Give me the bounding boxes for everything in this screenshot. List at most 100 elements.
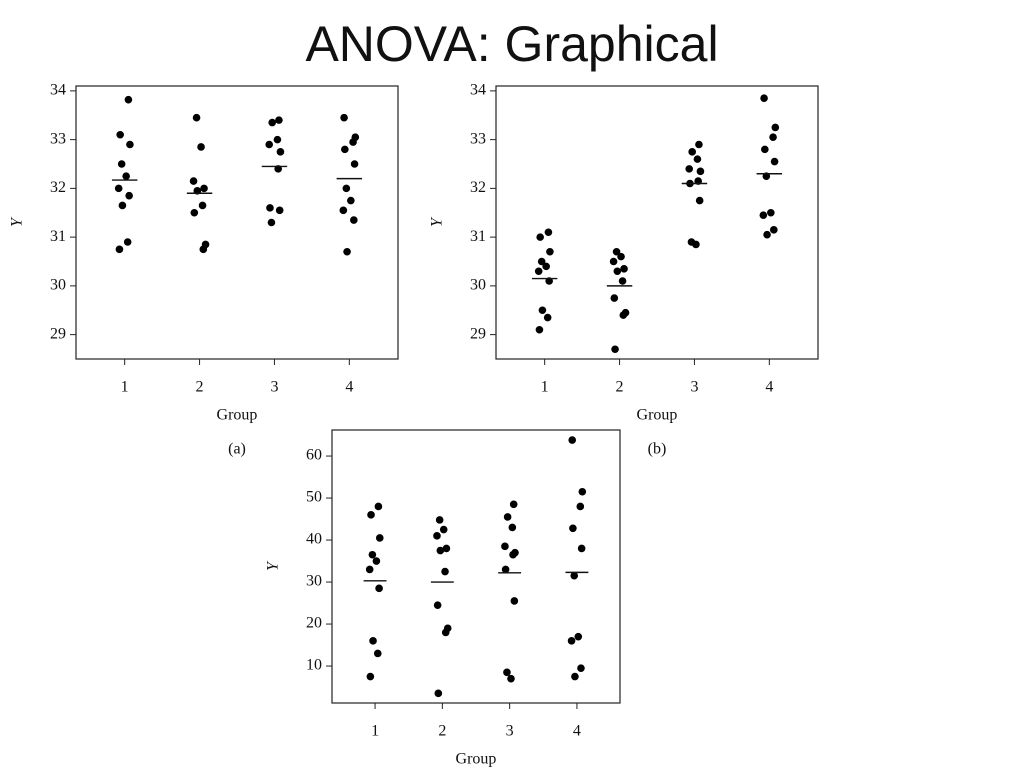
data-point bbox=[538, 306, 547, 315]
data-point bbox=[536, 233, 544, 241]
data-point bbox=[509, 550, 517, 559]
data-point bbox=[620, 265, 628, 273]
data-point bbox=[534, 267, 543, 276]
data-point bbox=[688, 148, 696, 156]
data-point bbox=[760, 94, 768, 102]
data-point bbox=[617, 252, 625, 261]
data-point bbox=[501, 565, 510, 574]
data-point bbox=[577, 544, 586, 553]
data-point bbox=[509, 500, 518, 509]
y-tick-label: 40 bbox=[306, 531, 322, 548]
y-tick-label: 20 bbox=[306, 615, 322, 632]
y-tick-label: 34 bbox=[470, 82, 486, 99]
y-axis-label: Y bbox=[265, 560, 282, 571]
data-point bbox=[192, 113, 201, 122]
data-point bbox=[568, 436, 577, 444]
data-point bbox=[610, 294, 619, 302]
y-axis-label: Y bbox=[429, 216, 446, 227]
plot-frame bbox=[75, 85, 399, 360]
data-point bbox=[578, 487, 587, 496]
data-point bbox=[342, 184, 351, 193]
y-tick-label: 34 bbox=[50, 82, 66, 99]
data-point bbox=[433, 532, 441, 540]
x-tick-label: 2 bbox=[196, 379, 204, 396]
data-point bbox=[368, 550, 377, 559]
x-tick-label: 2 bbox=[616, 379, 624, 396]
data-point bbox=[276, 148, 285, 156]
data-point bbox=[349, 138, 357, 146]
data-point bbox=[275, 116, 283, 124]
data-point bbox=[535, 325, 544, 334]
chart: 10 20 30 40 50 60 1 2 3 4 Group Y bbox=[265, 429, 621, 768]
x-tick-label: 2 bbox=[438, 723, 446, 740]
y-tick-label: 60 bbox=[306, 447, 322, 464]
data-point bbox=[692, 240, 700, 249]
data-point bbox=[199, 245, 208, 254]
data-point bbox=[618, 277, 627, 285]
y-tick-label: 33 bbox=[470, 130, 486, 147]
data-point bbox=[695, 140, 703, 149]
x-tick-label: 1 bbox=[121, 379, 129, 396]
data-point bbox=[771, 123, 780, 132]
x-tick-label: 3 bbox=[270, 379, 278, 396]
data-point bbox=[118, 201, 127, 210]
data-point bbox=[696, 167, 705, 176]
y-tick-label: 31 bbox=[470, 228, 486, 245]
data-point bbox=[501, 542, 509, 551]
data-point bbox=[435, 516, 444, 524]
data-point bbox=[268, 118, 276, 127]
y-tick-label: 30 bbox=[470, 277, 486, 294]
data-point bbox=[442, 544, 451, 553]
data-point bbox=[611, 345, 619, 354]
data-point bbox=[685, 165, 693, 173]
plot-frame bbox=[495, 85, 819, 360]
y-tick-label: 30 bbox=[50, 277, 66, 294]
data-point bbox=[503, 513, 512, 521]
data-point bbox=[763, 230, 771, 239]
data-point bbox=[343, 247, 351, 256]
data-point bbox=[267, 218, 276, 227]
data-point bbox=[123, 238, 132, 246]
plot-frame bbox=[331, 429, 621, 704]
data-point bbox=[574, 632, 583, 641]
data-point bbox=[198, 201, 207, 210]
data-point bbox=[507, 674, 515, 683]
data-point bbox=[116, 130, 124, 139]
data-point bbox=[115, 245, 124, 254]
data-point bbox=[770, 226, 778, 234]
data-point bbox=[374, 502, 383, 511]
y-tick-label: 30 bbox=[306, 573, 322, 590]
y-tick-label: 29 bbox=[470, 325, 486, 342]
data-point bbox=[350, 160, 359, 168]
data-point bbox=[510, 597, 519, 605]
data-point bbox=[759, 211, 768, 219]
data-point bbox=[433, 601, 442, 609]
data-point bbox=[503, 668, 511, 677]
data-point bbox=[767, 208, 775, 217]
data-point bbox=[375, 584, 383, 593]
caption: (b) bbox=[648, 441, 667, 458]
data-point bbox=[117, 160, 126, 168]
data-point bbox=[569, 524, 577, 533]
data-point bbox=[761, 145, 769, 154]
data-point bbox=[275, 206, 284, 215]
x-tick-label: 4 bbox=[345, 379, 353, 396]
data-point bbox=[769, 133, 777, 141]
caption: (a) bbox=[228, 441, 246, 458]
data-point bbox=[126, 140, 134, 149]
data-point bbox=[577, 664, 585, 672]
data-point bbox=[567, 637, 576, 645]
y-tick-label: 32 bbox=[50, 179, 66, 196]
data-point bbox=[375, 534, 384, 542]
data-point bbox=[693, 155, 702, 163]
data-point bbox=[365, 565, 374, 574]
x-tick-label: 4 bbox=[573, 723, 581, 740]
data-point bbox=[612, 247, 621, 256]
data-point bbox=[439, 525, 448, 534]
data-point bbox=[366, 672, 375, 681]
y-tick-label: 29 bbox=[50, 325, 66, 342]
data-point bbox=[125, 191, 133, 200]
data-point bbox=[542, 262, 550, 271]
data-point bbox=[570, 571, 579, 580]
